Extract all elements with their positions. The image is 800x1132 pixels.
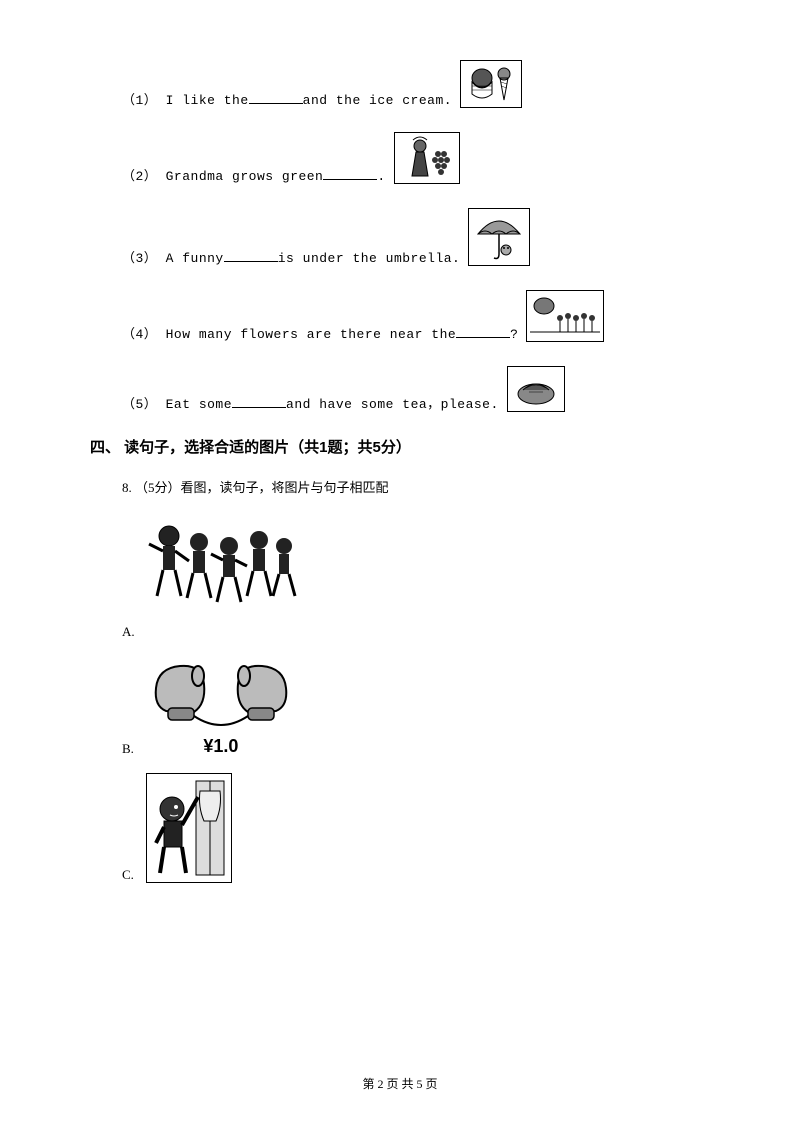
page-footer: 第 2 页 共 5 页 xyxy=(0,1075,800,1092)
option-c: C. xyxy=(122,773,710,883)
option-c-label: C. xyxy=(122,867,134,883)
q2-blank[interactable] xyxy=(323,166,377,180)
q5-text: （5） Eat some and have some tea，please. xyxy=(122,393,499,412)
q1-text: （1） I like the and the ice cream. xyxy=(122,89,452,108)
q5-post: and have some tea，please. xyxy=(286,397,499,412)
page-number: 第 2 页 共 5 页 xyxy=(362,1077,437,1091)
q1-blank[interactable] xyxy=(249,90,303,104)
q1-pre: I like the xyxy=(166,93,249,108)
q4-text: （4） How many flowers are there near the? xyxy=(122,323,518,342)
q3-post: is under the umbrella. xyxy=(278,251,461,266)
q3-num: （3） xyxy=(122,251,157,266)
q1-image-box xyxy=(460,60,522,108)
q2-num: （2） xyxy=(122,169,157,184)
option-b-image: ¥1.0 xyxy=(146,656,296,757)
question-5: （5） Eat some and have some tea，please. xyxy=(122,366,710,412)
section-4-title: 四、 读句子，选择合适的图片（共1题；共5分） xyxy=(90,439,411,456)
q3-image-box xyxy=(468,208,530,266)
section-4-header: 四、 读句子，选择合适的图片（共1题；共5分） xyxy=(90,436,710,457)
q5-image-box xyxy=(507,366,565,412)
boy-hanging-coat-icon xyxy=(150,777,228,879)
q8-intro-text: 8. （5分）看图，读句子，将图片与句子相匹配 xyxy=(122,480,389,495)
q4-blank[interactable] xyxy=(456,324,510,338)
cupcake-icecream-icon xyxy=(464,64,518,104)
q8-intro: 8. （5分）看图，读句子，将图片与句子相匹配 xyxy=(122,477,710,496)
umbrella-icon xyxy=(472,212,526,262)
q5-pre: Eat some xyxy=(166,397,232,412)
question-4: （4） How many flowers are there near the? xyxy=(122,290,710,342)
q5-blank[interactable] xyxy=(232,394,286,408)
q2-pre: Grandma grows green xyxy=(166,169,324,184)
children-playing-icon xyxy=(139,516,299,636)
question-3: （3） A funny is under the umbrella. xyxy=(122,208,710,266)
q4-pre: How many flowers are there near the xyxy=(166,327,457,342)
q2-text: （2） Grandma grows green. xyxy=(122,165,386,184)
option-a: A. xyxy=(122,516,710,640)
option-b: B. ¥1.0 xyxy=(122,656,710,757)
q4-post: ? xyxy=(510,327,518,342)
q1-post: and the ice cream. xyxy=(303,93,452,108)
option-a-label: A. xyxy=(122,624,135,640)
grandma-grapes-icon xyxy=(398,136,456,180)
option-a-image xyxy=(139,516,299,640)
q4-image-box xyxy=(526,290,604,342)
option-c-image xyxy=(146,773,232,883)
question-2: （2） Grandma grows green. xyxy=(122,132,710,184)
q3-text: （3） A funny is under the umbrella. xyxy=(122,247,460,266)
food-tea-icon xyxy=(511,370,561,408)
q1-num: （1） xyxy=(122,93,157,108)
option-b-price: ¥1.0 xyxy=(203,736,238,757)
question-1: （1） I like the and the ice cream. xyxy=(122,60,710,108)
q3-blank[interactable] xyxy=(224,248,278,262)
q2-image-box xyxy=(394,132,460,184)
option-b-label: B. xyxy=(122,741,134,757)
q2-post: . xyxy=(377,169,385,184)
q3-pre: A funny xyxy=(166,251,224,266)
mittens-icon xyxy=(146,656,296,736)
q5-num: （5） xyxy=(122,397,157,412)
flowers-fence-icon xyxy=(530,294,600,338)
q4-num: （4） xyxy=(122,327,157,342)
